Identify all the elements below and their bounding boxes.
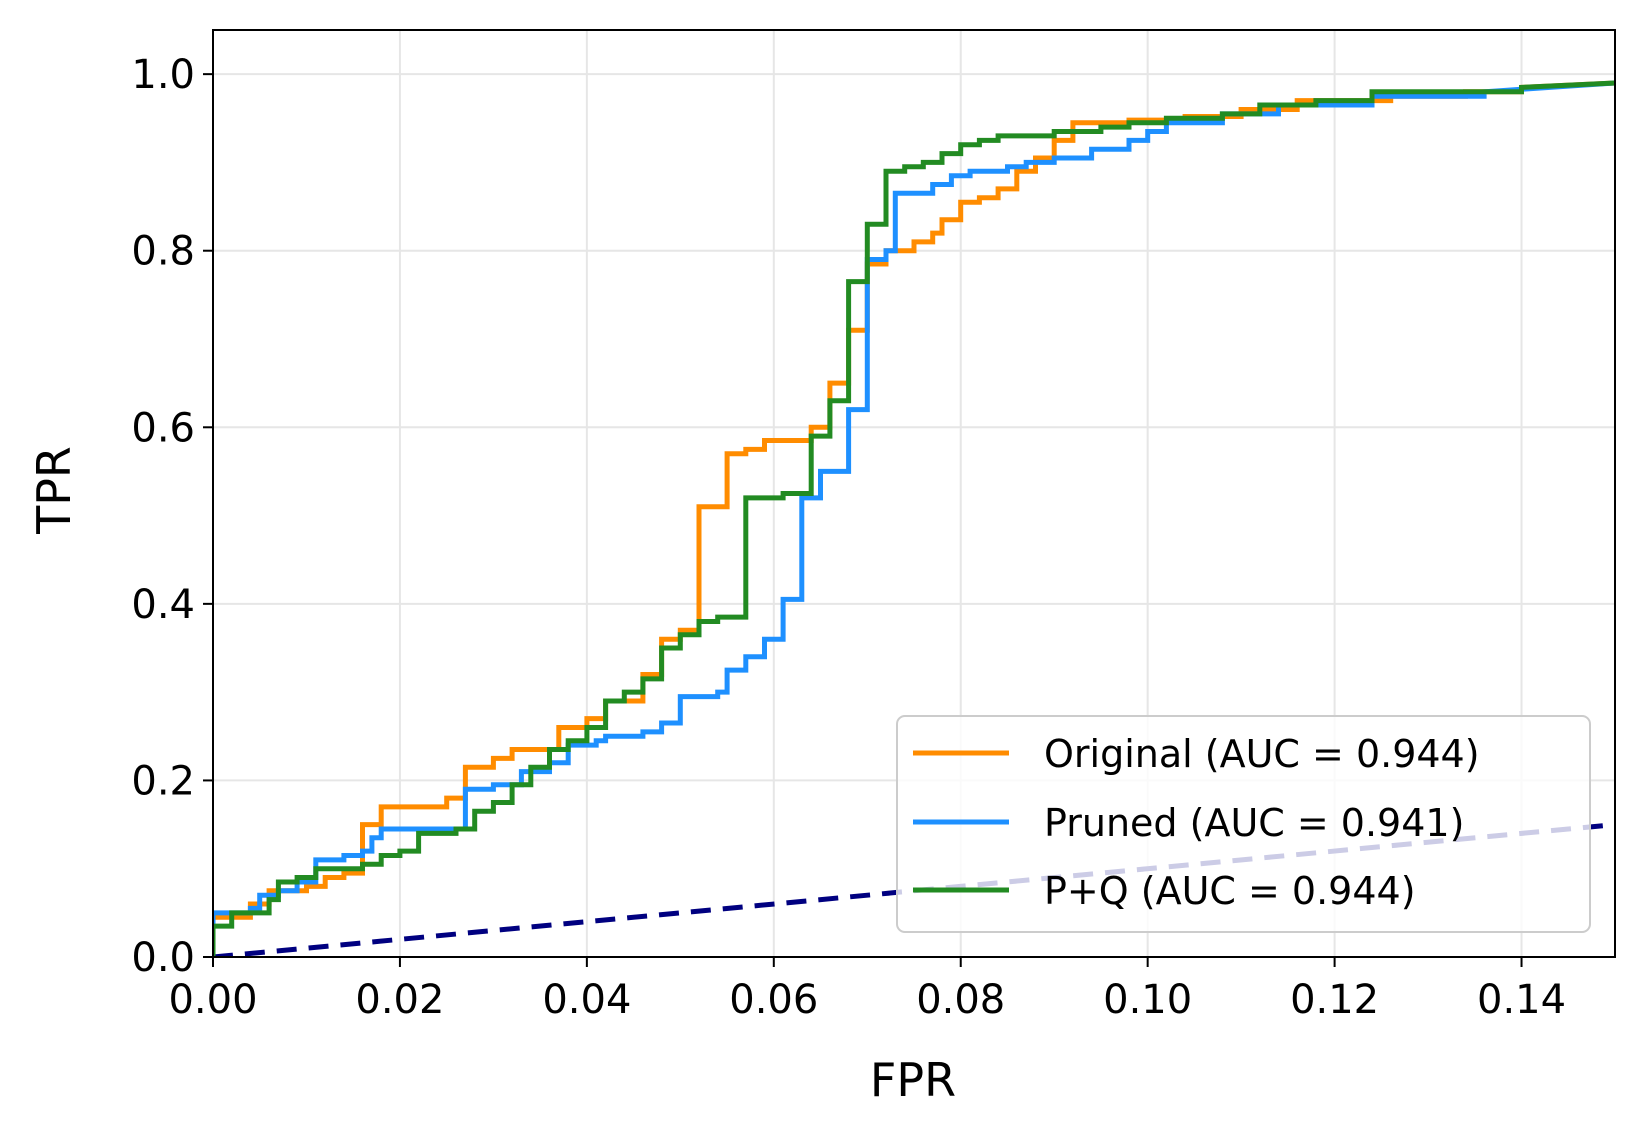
legend-box [896,715,1591,933]
x-tick-label: 0.12 [1290,977,1379,1023]
legend-label-original: Original (AUC = 0.944) [1044,732,1480,776]
pruned-roc-curve [213,80,1615,957]
x-tick-label: 0.14 [1477,977,1566,1023]
y-tick-label: 0.0 [131,935,195,981]
x-tick-label: 0.00 [168,977,257,1023]
x-tick-label: 0.06 [729,977,818,1023]
legend: Original (AUC = 0.944) Pruned (AUC = 0.9… [896,715,1591,933]
legend-label-pq: P+Q (AUC = 0.944) [1044,869,1416,913]
y-tick-label: 1.0 [131,52,195,98]
y-tick-label: 0.2 [131,758,195,804]
x-tick-label: 0.04 [542,977,631,1023]
x-tick-label: 0.08 [916,977,1005,1023]
y-axis-title: TPR [27,446,81,535]
pq-roc-curve [213,80,1615,957]
y-tick-label: 0.6 [131,405,195,451]
y-tick-label: 0.8 [131,229,195,275]
axis-ticks: 0.00 0.02 0.04 0.06 0.08 0.10 0.12 0.14 0.0 0.2 0.… [131,52,1566,1023]
x-tick-label: 0.02 [355,977,444,1023]
x-axis-title: FPR [870,1053,956,1107]
legend-label-pruned: Pruned (AUC = 0.941) [1044,801,1464,845]
original-roc-curve [213,80,1615,957]
plot-frame [212,29,1616,958]
y-tick-label: 0.4 [131,582,195,628]
x-tick-label: 0.10 [1103,977,1192,1023]
